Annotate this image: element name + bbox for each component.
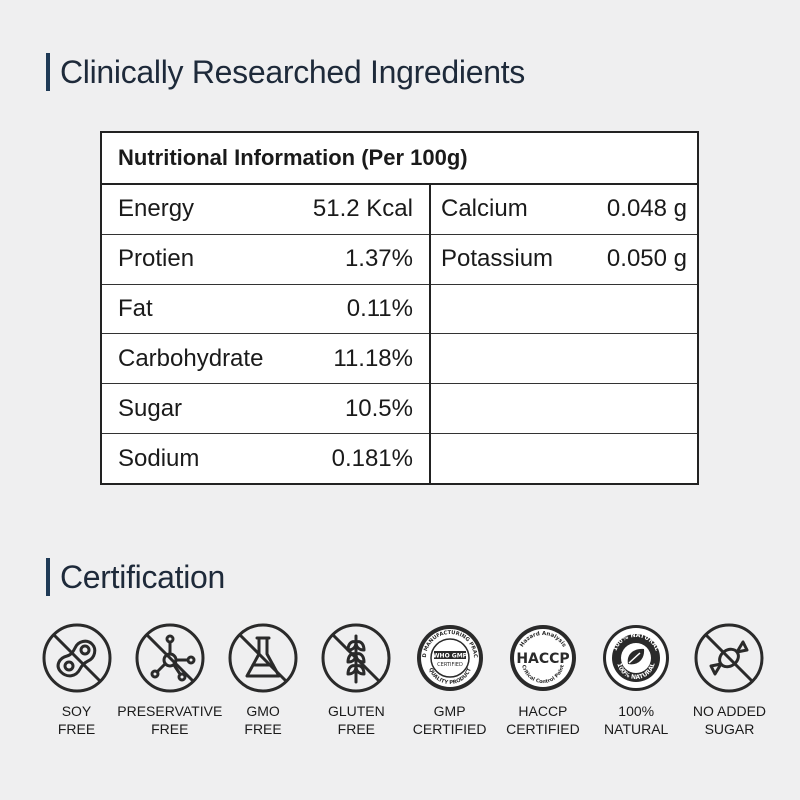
cert-natural: 100% NATURAL 100% NATURAL 100% NATURAL	[590, 622, 683, 738]
nutrition-row: Sugar 10.5%	[102, 384, 429, 435]
cert-haccp-certified: Hazard Analysis Critical Control Point H…	[496, 622, 589, 738]
cert-gmo-free: GMO FREE	[217, 622, 310, 738]
gmo-free-icon	[228, 623, 298, 693]
nutrient-name: Sodium	[118, 444, 200, 472]
cert-label: GMP CERTIFIED	[412, 703, 487, 737]
cert-gluten-free: GLUTEN FREE	[310, 622, 403, 738]
cert-no-added-sugar: NO ADDED SUGAR	[683, 622, 776, 738]
cert-preservative-free: PRESERVATIVE FREE	[117, 622, 222, 738]
ingredients-heading-text: Clinically Researched Ingredients	[60, 53, 526, 90]
nutrition-row: Potassium 0.050 g	[431, 235, 697, 285]
nutrient-value: 1.37%	[344, 245, 413, 273]
cert-soy-free: SOY FREE	[30, 622, 123, 738]
cert-label: 100% NATURAL	[604, 703, 669, 737]
nutrition-row: Fat 0.11%	[102, 285, 429, 335]
nutrient-value: 0.050 g	[606, 245, 687, 273]
nutrition-row-empty	[431, 334, 697, 385]
nutrient-value: 0.11%	[346, 295, 413, 323]
cert-label: SOY FREE	[57, 703, 96, 737]
preservative-free-icon	[135, 623, 205, 693]
heading-accent-bar	[46, 53, 50, 91]
natural-icon: 100% NATURAL 100% NATURAL	[603, 625, 670, 691]
nutrition-right-column: Calcium 0.048 g Potassium 0.050 g	[431, 185, 697, 483]
ingredients-heading: Clinically Researched Ingredients	[46, 53, 525, 91]
nutrition-row: Calcium 0.048 g	[431, 185, 697, 235]
nutrition-table: Nutritional Information (Per 100g) Energ…	[100, 131, 699, 485]
nutrient-value: 0.048 g	[606, 195, 687, 223]
svg-text:HACCP: HACCP	[516, 651, 569, 667]
nutrition-row-empty	[431, 384, 697, 435]
heading-accent-bar	[46, 558, 50, 596]
nutrient-name: Fat	[118, 295, 153, 323]
certification-heading-text: Certification	[60, 558, 226, 595]
nutrient-name: Sugar	[118, 394, 183, 422]
nutrient-name: Calcium	[441, 195, 528, 223]
nutrition-row-empty	[431, 434, 697, 483]
nutrient-value: 51.2 Kcal	[312, 195, 413, 223]
nutrition-row: Carbohydrate 11.18%	[102, 334, 429, 385]
nutrient-value: 10.5%	[344, 394, 413, 422]
svg-text:CERTIFIED: CERTIFIED	[437, 662, 463, 668]
cert-label: NO ADDED SUGAR	[692, 703, 767, 737]
haccp-certified-icon: Hazard Analysis Critical Control Point H…	[509, 625, 576, 691]
cert-label: HACCP CERTIFIED	[506, 703, 580, 737]
cert-label: PRESERVATIVE FREE	[117, 703, 223, 737]
nutrition-table-title: Nutritional Information (Per 100g)	[102, 133, 697, 185]
cert-label: GLUTEN FREE	[327, 703, 385, 737]
gmp-certified-icon: GOOD MANUFACTURING PRACTICE QUALITY PROD…	[414, 622, 483, 691]
nutrition-row-empty	[431, 285, 697, 335]
nutrient-name: Potassium	[441, 245, 554, 273]
nutrition-row: Energy 51.2 Kcal	[102, 185, 429, 235]
nutrition-row: Protien 1.37%	[102, 235, 429, 285]
nutrition-row: Sodium 0.181%	[102, 434, 429, 483]
nutrient-name: Protien	[118, 245, 195, 273]
certification-heading: Certification	[46, 558, 225, 596]
nutrient-value: 11.18%	[333, 344, 413, 372]
gluten-free-icon	[321, 623, 391, 693]
no-added-sugar-icon	[694, 623, 764, 693]
nutrient-name: Energy	[118, 195, 195, 223]
certification-list: SOY FREE PRESERVATIVE FREE	[30, 622, 776, 738]
nutrient-value: 0.181%	[331, 444, 413, 472]
nutrient-name: Carbohydrate	[118, 344, 264, 372]
cert-gmp-certified: GOOD MANUFACTURING PRACTICE QUALITY PROD…	[403, 622, 496, 738]
soy-free-icon	[42, 623, 111, 693]
nutrition-left-column: Energy 51.2 Kcal Protien 1.37% Fat 0.11% Ca…	[102, 185, 431, 483]
svg-text:WHO GMP: WHO GMP	[433, 653, 468, 660]
cert-label: GMO FREE	[244, 703, 282, 737]
